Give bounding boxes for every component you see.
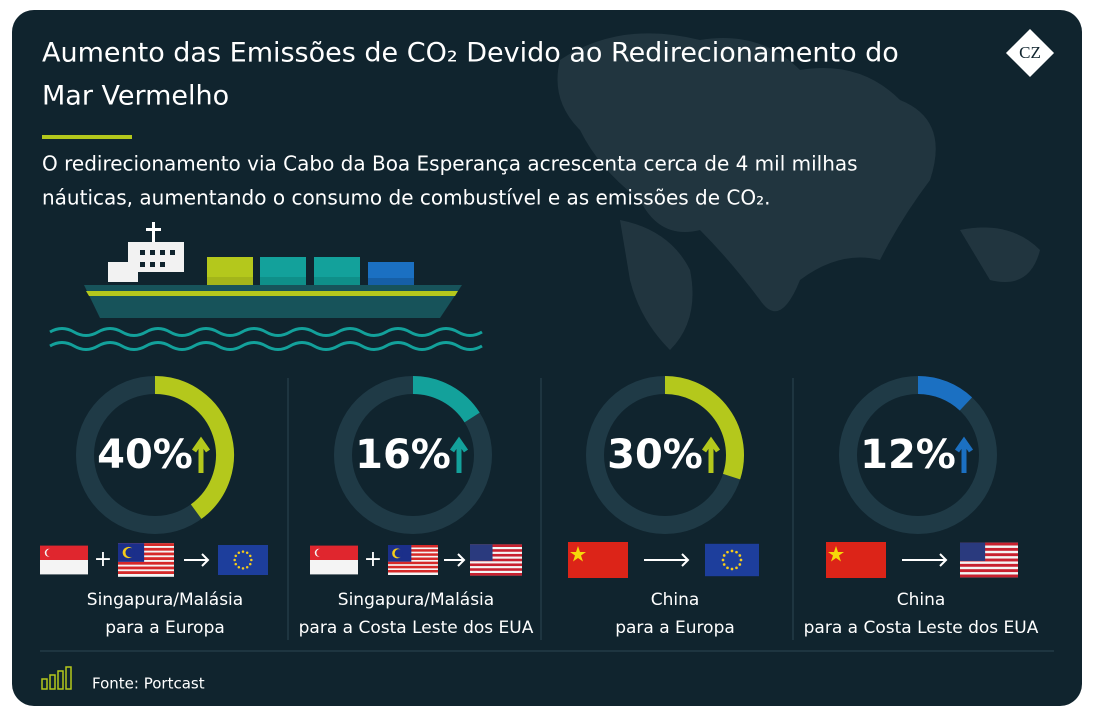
donut-arc bbox=[412, 376, 480, 423]
subtitle: O redirecionamento via Cabo da Boa Esper… bbox=[42, 152, 858, 176]
logo-text: CZ bbox=[1019, 43, 1041, 62]
route-label: para a Costa Leste dos EUA bbox=[804, 618, 1039, 638]
svg-text:+: + bbox=[94, 547, 112, 572]
source: Fonte: Portcast bbox=[92, 675, 205, 693]
value-label: 40% bbox=[97, 432, 193, 478]
route-label: para a Europa bbox=[615, 618, 735, 638]
route-label: China bbox=[897, 590, 946, 610]
title: Mar Vermelho bbox=[42, 81, 229, 112]
world-map bbox=[557, 33, 1040, 350]
up-arrow bbox=[191, 436, 211, 473]
source-icon bbox=[41, 666, 72, 690]
subtitle: náuticas, aumentando o consumo de combus… bbox=[42, 186, 770, 210]
value-label: 16% bbox=[355, 432, 451, 478]
panel bbox=[12, 10, 1082, 706]
route-label: China bbox=[651, 590, 700, 610]
donut-arc bbox=[917, 376, 973, 411]
route-label: Singapura/Malásia bbox=[87, 590, 243, 610]
route-label: para a Europa bbox=[105, 618, 225, 638]
waves bbox=[49, 327, 483, 351]
ship bbox=[84, 222, 462, 318]
value-label: 12% bbox=[860, 432, 956, 478]
accent-line bbox=[42, 135, 132, 139]
up-arrow bbox=[449, 436, 469, 473]
up-arrow bbox=[954, 436, 974, 473]
route-label: para a Costa Leste dos EUA bbox=[299, 618, 534, 638]
dividers bbox=[287, 378, 794, 640]
svg-text:+: + bbox=[364, 547, 382, 572]
up-arrow bbox=[701, 436, 721, 473]
route-label: Singapura/Malásia bbox=[338, 590, 494, 610]
donut-arc bbox=[154, 376, 234, 519]
value-label: 30% bbox=[607, 432, 703, 478]
donut-arc bbox=[664, 376, 744, 480]
title: Aumento das Emissões de CO₂ Devido ao Re… bbox=[42, 38, 899, 69]
flags: + + bbox=[40, 542, 1018, 578]
